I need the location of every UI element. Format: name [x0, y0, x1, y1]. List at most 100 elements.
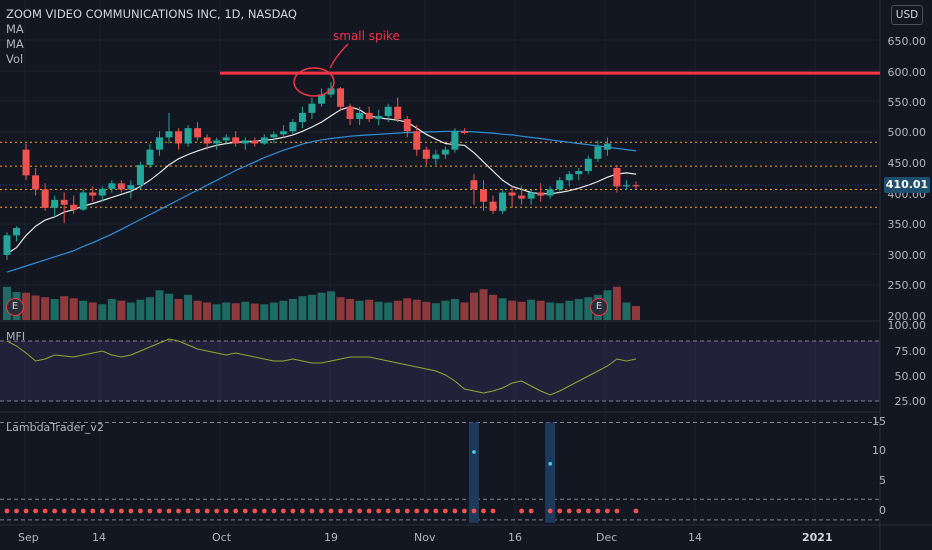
- volume-bar: [622, 302, 631, 320]
- date-tick: 14: [688, 531, 702, 544]
- lambda-zero-dot: [557, 508, 563, 514]
- volume-bar: [460, 302, 469, 320]
- volume-bar: [517, 301, 526, 320]
- candle-body: [51, 199, 59, 208]
- lambda-zero-dot: [109, 508, 115, 514]
- lambda-zero-dot: [633, 508, 639, 514]
- lambda-zero-dot: [566, 508, 572, 514]
- lambda-zero-dot: [328, 508, 334, 514]
- ma-legend-1[interactable]: MA: [6, 22, 24, 36]
- lambda-zero-dot: [214, 508, 220, 514]
- candle-body: [470, 180, 478, 190]
- volume-bar: [88, 302, 97, 320]
- candle-body: [3, 235, 11, 255]
- lambda-zero-dot: [576, 508, 582, 514]
- lambda-zero-dot: [61, 508, 67, 514]
- volume-bar: [241, 301, 250, 320]
- price-tick: 300.00: [887, 249, 927, 262]
- annotation-arrow: [329, 43, 349, 69]
- volume-bar: [288, 299, 297, 320]
- lambda-zero-dot: [442, 508, 448, 514]
- lambda-tick: 0: [879, 504, 886, 517]
- lambda-zero-dot: [33, 508, 38, 514]
- candle-body: [98, 188, 106, 196]
- volume-bar: [126, 302, 135, 320]
- volume-bar: [260, 304, 269, 320]
- volume-bar: [469, 292, 478, 320]
- lambda-zero-dot: [404, 508, 410, 514]
- date-tick: Sep: [18, 531, 39, 544]
- candle-body: [13, 228, 21, 236]
- currency-selector[interactable]: USD: [891, 5, 923, 25]
- spike-annotation: small spike: [333, 29, 400, 43]
- volume-bar: [117, 300, 126, 320]
- volume-bar: [307, 294, 316, 320]
- volume-bar: [574, 299, 583, 320]
- earnings-marker[interactable]: E: [6, 298, 24, 316]
- lambda-signal-bar: [545, 422, 556, 523]
- price-tick: 600.00: [887, 66, 927, 79]
- candle-body: [108, 183, 116, 189]
- candle-body: [594, 146, 602, 159]
- volume-bar: [22, 292, 31, 320]
- earnings-marker[interactable]: E: [590, 298, 608, 316]
- lambda-zero-dot: [166, 508, 172, 514]
- volume-bar: [450, 299, 459, 320]
- candle-body: [241, 140, 249, 144]
- volume-bar: [403, 298, 412, 320]
- lambda-zero-dot: [42, 508, 48, 514]
- candle-body: [70, 204, 78, 210]
- ma-slow-line: [6, 130, 637, 273]
- lambda-zero-dot: [614, 508, 620, 514]
- lambda-zero-dot: [280, 508, 286, 514]
- lambda-zero-dot: [4, 508, 10, 514]
- price-tick: 200.00: [887, 310, 927, 323]
- lambda-zero-dot: [90, 508, 96, 514]
- lambda-zero-dot: [357, 508, 363, 514]
- lambda-zero-dot: [138, 508, 143, 514]
- candle-body: [232, 137, 240, 144]
- candle-body: [556, 180, 564, 190]
- lambda-zero-dot: [223, 508, 229, 514]
- lambda-tick: 10: [872, 444, 886, 457]
- lambda-zero-dot: [376, 508, 382, 514]
- volume-bar: [441, 300, 450, 320]
- volume-bar: [279, 300, 288, 320]
- volume-bar: [508, 300, 517, 320]
- volume-bar: [155, 290, 164, 320]
- volume-bar: [41, 297, 50, 320]
- volume-bar: [336, 297, 345, 320]
- volume-bar: [222, 302, 231, 320]
- candle-body: [251, 140, 259, 144]
- lambda-zero-dot: [338, 508, 343, 514]
- lambda-title[interactable]: LambdaTrader_v2: [6, 421, 104, 434]
- candle-body: [117, 183, 125, 190]
- lambda-zero-dot: [233, 508, 239, 514]
- candle-body: [365, 112, 373, 119]
- candle-body: [499, 192, 507, 211]
- mfi-title[interactable]: MFI: [6, 330, 26, 343]
- ma-legend-2[interactable]: MA: [6, 37, 24, 51]
- candle-body: [32, 175, 40, 190]
- lambda-signal-point: [548, 462, 553, 466]
- lambda-zero-dot: [490, 508, 496, 514]
- candle-body: [222, 137, 230, 141]
- candle-body: [432, 154, 440, 159]
- volume-legend[interactable]: Vol: [6, 52, 24, 66]
- candle-body: [394, 106, 402, 119]
- mfi-band: [0, 341, 880, 401]
- candle-body: [375, 115, 383, 119]
- candle-body: [79, 192, 87, 210]
- volume-bar: [50, 299, 59, 320]
- candle-body: [613, 168, 621, 187]
- volume-bar: [527, 299, 536, 320]
- volume-bar: [374, 301, 383, 320]
- lambda-tick: 15: [872, 415, 886, 428]
- volume-bar: [384, 302, 393, 320]
- candle-body: [489, 201, 497, 211]
- volume-bar: [136, 299, 145, 320]
- lambda-tick: 5: [879, 474, 886, 487]
- volume-bar: [269, 302, 278, 320]
- mfi-tick: 50.00: [894, 370, 927, 383]
